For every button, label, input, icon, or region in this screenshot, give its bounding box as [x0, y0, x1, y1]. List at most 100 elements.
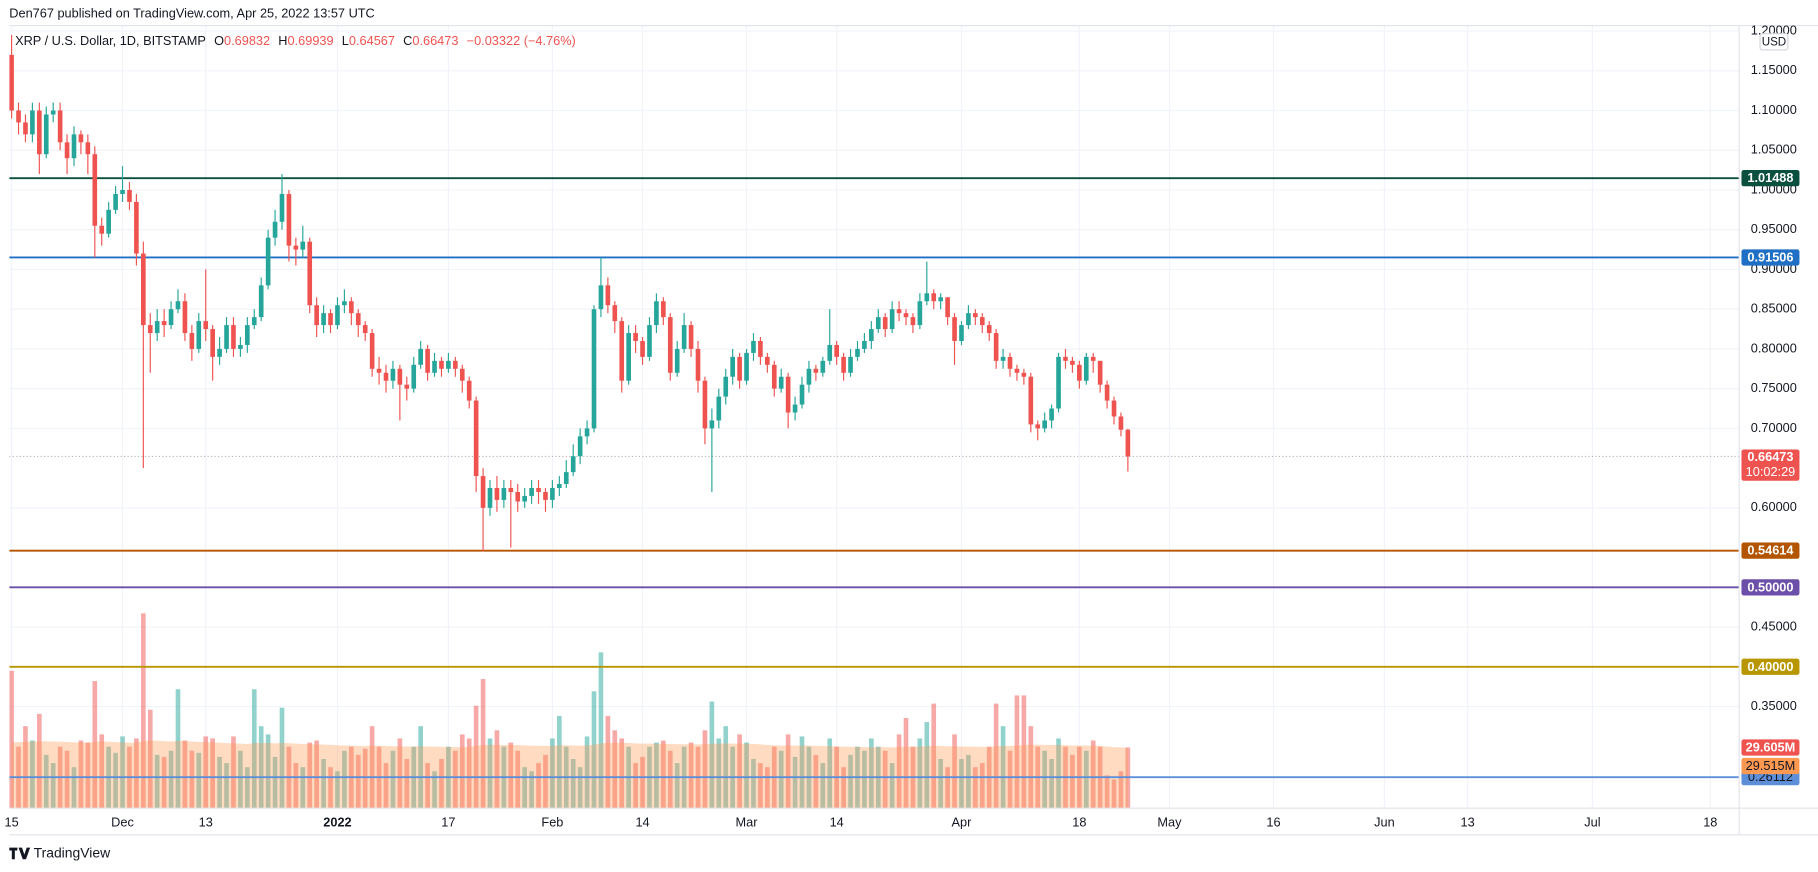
candle-body — [210, 329, 215, 357]
volume-bar — [827, 738, 833, 809]
candle-body — [1014, 368, 1020, 373]
volume-bar — [557, 715, 562, 809]
candle-body — [889, 309, 895, 330]
candle-body — [931, 293, 937, 302]
volume-bar — [210, 738, 215, 809]
levels — [9, 177, 1740, 779]
candle-body — [231, 325, 236, 349]
last-price-label: 0.66473 — [1747, 449, 1793, 464]
x-tick-label: Jun — [1374, 815, 1395, 830]
x-tick-label: 14 — [830, 815, 844, 830]
candle-body — [30, 110, 35, 135]
volume-bar — [231, 736, 236, 809]
volume-bar — [792, 756, 798, 809]
volume-bar — [959, 758, 964, 809]
volume-bar — [591, 691, 597, 809]
volume-bar — [1049, 758, 1054, 809]
candle-body — [425, 348, 430, 373]
y-tick-label: 0.70000 — [1751, 420, 1797, 435]
volume-bar — [134, 738, 139, 809]
volume-bar — [439, 758, 444, 809]
candle-body — [1035, 424, 1041, 429]
candle-body — [792, 404, 798, 413]
candle-body — [806, 368, 812, 385]
last-price-box — [1741, 449, 1800, 481]
volume-bar — [924, 722, 930, 809]
volume-bar — [737, 734, 742, 809]
candle-body — [827, 344, 833, 361]
volume-bar — [1021, 695, 1027, 809]
volume-bar — [758, 763, 763, 809]
volume-bar — [979, 763, 985, 809]
candle-body — [78, 134, 84, 143]
candle-body — [390, 368, 396, 381]
volume-ma-label: 29.515M — [1746, 758, 1796, 773]
level-label: 0.54614 — [1747, 543, 1794, 558]
volume-bar — [161, 756, 167, 809]
candle-body — [910, 317, 916, 326]
candle-body — [550, 487, 555, 500]
volume-bar — [896, 734, 902, 809]
volume-bar — [882, 750, 888, 809]
candle-body — [813, 368, 819, 373]
x-tick-label: Jul — [1584, 815, 1600, 830]
candle-body — [487, 487, 493, 508]
volume-bar — [688, 742, 694, 809]
volume-bar — [1083, 750, 1089, 809]
x-tick-label: 13 — [199, 815, 213, 830]
candle-body — [522, 495, 527, 502]
candle-body — [799, 384, 805, 405]
volume-bar — [820, 763, 826, 809]
x-tick-label: May — [1157, 815, 1182, 830]
candle-body — [453, 360, 458, 369]
candle-body — [570, 456, 576, 473]
volume-bar — [889, 763, 895, 809]
candle-body — [50, 110, 56, 115]
volume-bar — [508, 742, 514, 809]
currency-box[interactable] — [1759, 33, 1789, 51]
candle-body — [834, 344, 839, 357]
volume-bar — [404, 758, 410, 809]
candle-body — [342, 301, 347, 306]
volume-bar — [383, 763, 389, 809]
candle-body — [543, 491, 548, 500]
candle-body — [640, 340, 645, 357]
candle-body — [321, 313, 326, 326]
level-label: 0.91506 — [1747, 249, 1793, 264]
x-tick-label: 17 — [441, 815, 455, 830]
volume-bar — [1118, 771, 1124, 809]
currency[interactable]: USD — [1762, 36, 1786, 48]
candle-body — [612, 305, 618, 322]
candle-body — [681, 325, 687, 349]
x-tick-label: 18 — [1072, 815, 1086, 830]
candle-body — [307, 241, 313, 306]
level-label-box — [1741, 658, 1800, 675]
volume-bar — [952, 734, 957, 809]
volume-bar — [314, 740, 319, 809]
candle-body — [993, 333, 999, 361]
candle-body — [168, 309, 174, 326]
volume-bar — [473, 705, 479, 809]
volume-bar — [480, 679, 486, 809]
x-tick-label: 2022 — [323, 815, 351, 830]
candle-body — [279, 193, 285, 222]
volume-bar — [203, 736, 209, 809]
candle-body — [751, 340, 756, 353]
volume-bar — [258, 726, 264, 809]
volume-ma-label-box — [1741, 757, 1800, 775]
volume-bar — [147, 709, 153, 809]
volume-bar — [605, 715, 611, 809]
candle-body — [1083, 356, 1089, 381]
volume-label: 29.605M — [1746, 739, 1796, 754]
volume-bar — [550, 738, 555, 809]
candle-body — [37, 110, 42, 155]
volume-bar — [251, 689, 257, 809]
volume-bar — [99, 734, 105, 809]
candle-body — [272, 221, 278, 238]
legend-label: O — [214, 33, 224, 48]
candle-body — [882, 317, 888, 330]
legend-symbol: XRP / U.S. Dollar, 1D, BITSTAMP — [15, 33, 206, 48]
volume-bar — [1104, 775, 1110, 809]
volume-bar — [1000, 726, 1006, 809]
